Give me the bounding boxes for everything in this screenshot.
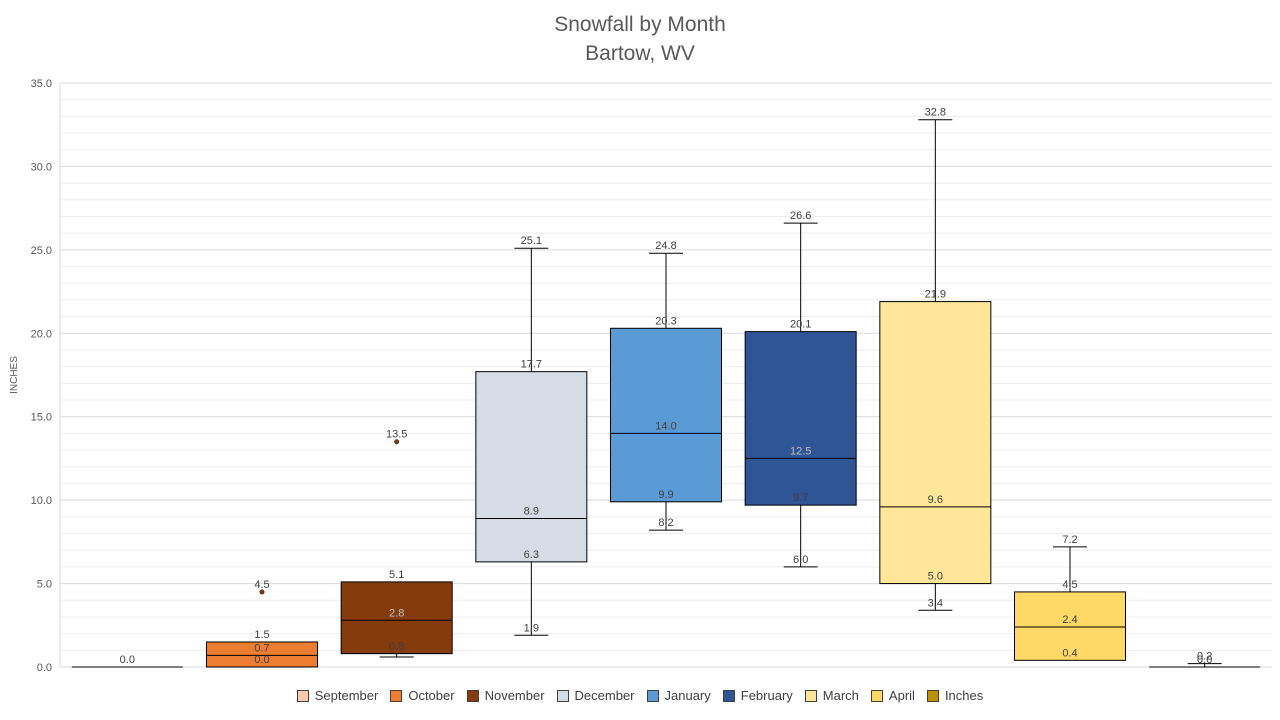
data-label: 14.0	[655, 420, 676, 432]
data-label: 2.4	[1062, 614, 1077, 626]
box-november	[340, 439, 453, 658]
legend-swatch	[722, 689, 735, 702]
box-march	[879, 119, 992, 611]
data-label: 0.8	[389, 641, 404, 653]
legend-label: February	[740, 688, 793, 703]
legend-swatch	[870, 689, 883, 702]
data-label: 5.0	[928, 571, 943, 583]
data-label: 0.0	[254, 654, 269, 666]
legend-swatch	[804, 689, 817, 702]
y-tick-label: 35.0	[31, 78, 52, 90]
iqr-box	[475, 371, 588, 563]
y-tick-label: 0.0	[37, 662, 52, 674]
data-label: 8.9	[524, 505, 539, 517]
legend-label: Inches	[944, 688, 984, 703]
legend-label: April	[888, 688, 915, 703]
data-label: 7.2	[1062, 534, 1077, 546]
data-label: 12.5	[790, 445, 811, 457]
legend-swatch	[926, 689, 939, 702]
legend-item-march: March	[804, 688, 859, 703]
data-label: 26.6	[790, 210, 811, 222]
legend-label: December	[574, 688, 635, 703]
box-october	[206, 589, 318, 668]
iqr-box	[879, 301, 992, 585]
data-label: 0.7	[254, 642, 269, 654]
y-tick-label: 20.0	[31, 328, 52, 340]
y-tick-label: 5.0	[37, 579, 52, 591]
chart-subtitle: Bartow, WV	[585, 42, 695, 65]
data-label: 0.4	[1062, 647, 1077, 659]
legend-label: January	[664, 688, 711, 703]
data-label: 0.2	[1197, 651, 1212, 663]
outlier-point	[394, 439, 400, 445]
data-label: 1.9	[524, 622, 539, 634]
y-tick-label: 10.0	[31, 495, 52, 507]
data-label: 20.1	[790, 319, 811, 331]
legend-item-inches: Inches	[926, 688, 984, 703]
data-label: 0.0	[1197, 654, 1212, 666]
data-label: 2.8	[389, 607, 404, 619]
data-label: 6.0	[793, 554, 808, 566]
iqr-box	[610, 327, 722, 503]
box-february	[744, 222, 857, 568]
legend-item-october: October	[390, 688, 455, 703]
legend-swatch	[466, 689, 479, 702]
legend-swatch	[556, 689, 569, 702]
outlier-label: 4.5	[254, 579, 269, 591]
legend-label: October	[408, 688, 455, 703]
data-label: 0.0	[120, 654, 135, 666]
box-december	[475, 247, 588, 636]
y-tick-label: 15.0	[31, 412, 52, 424]
legend-item-november: November	[466, 688, 545, 703]
iqr-box	[340, 581, 453, 655]
data-label: 20.3	[655, 315, 676, 327]
y-tick-label: 25.0	[31, 245, 52, 257]
legend-item-september: September	[296, 688, 379, 703]
box-january	[610, 252, 722, 531]
legend-label: September	[314, 688, 379, 703]
data-label: 4.5	[1062, 579, 1077, 591]
y-tick-label: 30.0	[31, 161, 52, 173]
box-inches	[1149, 663, 1261, 668]
legend-swatch	[390, 689, 403, 702]
data-label: 21.9	[925, 289, 946, 301]
chart-title-line: Snowfall by Month	[554, 13, 726, 36]
data-label: 17.7	[521, 359, 542, 371]
data-label: 5.1	[389, 569, 404, 581]
y-axis-label: INCHES	[9, 356, 20, 394]
legend-item-january: January	[646, 688, 711, 703]
legend-label: November	[484, 688, 545, 703]
legend-item-december: December	[556, 688, 635, 703]
legend-item-february: February	[722, 688, 793, 703]
data-label: 1.5	[254, 629, 269, 641]
data-label: 6.3	[524, 549, 539, 561]
iqr-box	[1014, 591, 1126, 661]
iqr-box	[206, 641, 318, 668]
data-label: 3.4	[928, 597, 943, 609]
chart-legend: September October November December January F…	[0, 688, 1280, 703]
data-label: 24.8	[655, 240, 676, 252]
legend-item-april: April	[870, 688, 915, 703]
data-label: 8.2	[658, 517, 673, 529]
data-label: 9.6	[928, 494, 943, 506]
data-label: 25.1	[521, 235, 542, 247]
legend-swatch	[296, 689, 309, 702]
legend-swatch	[646, 689, 659, 702]
outlier-point	[259, 589, 265, 595]
data-label: 9.9	[658, 489, 673, 501]
data-label: 32.8	[925, 107, 946, 119]
legend-label: March	[822, 688, 859, 703]
box-april	[1014, 546, 1126, 661]
chart-title: Snowfall by Month Bartow, WV	[0, 10, 1280, 68]
outlier-label: 13.5	[386, 429, 407, 441]
data-label: 9.7	[793, 492, 808, 504]
iqr-box	[744, 331, 857, 506]
